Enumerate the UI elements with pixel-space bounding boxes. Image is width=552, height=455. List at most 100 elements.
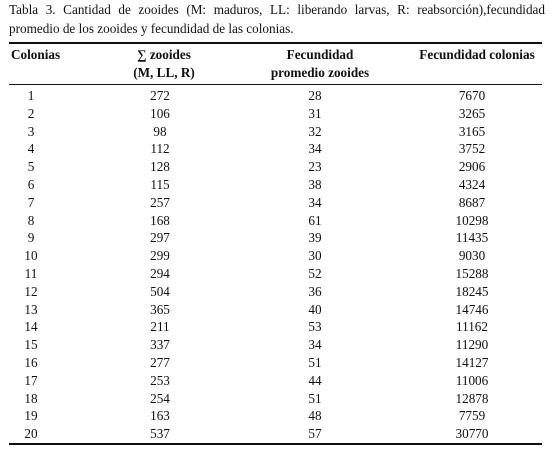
table-row: 1 272 28 7670	[0, 87, 552, 105]
fecundidad-promedio-cell: 40	[308, 301, 322, 317]
zooides-cell: 106	[150, 105, 170, 121]
table-row: 12 504 36 18245	[0, 283, 552, 301]
zooides-cell: 297	[150, 230, 170, 246]
fecundidad-promedio-cell: 28	[308, 88, 322, 103]
colonia-cell: 1	[27, 88, 35, 103]
header-fecundidad-line1: Fecundidad	[286, 47, 354, 62]
fecundidad-colonias-cell: 11435	[455, 230, 489, 246]
colonia-cell: 2	[27, 105, 35, 121]
colonia-cell: 11	[24, 265, 38, 281]
table-row: 13 365 40 14746	[0, 301, 552, 319]
table-row: 7 257 34 8687	[0, 194, 552, 212]
zooides-cell: 163	[150, 408, 170, 424]
fecundidad-colonias-cell: 10298	[455, 212, 489, 228]
header-zooides: ∑ zooides (M, LL, R)	[118, 46, 210, 82]
fecundidad-promedio-cell: 39	[308, 230, 322, 246]
fecundidad-promedio-cell: 34	[308, 194, 322, 210]
table-row: 4 112 34 3752	[0, 140, 552, 158]
fecundidad-promedio-cell: 23	[308, 159, 322, 175]
colonia-cell: 14	[24, 319, 38, 335]
colonia-cell: 13	[24, 301, 38, 317]
header-zooides-line2: (M, LL, R)	[133, 65, 195, 80]
table-row: 19 163 48 7759	[0, 407, 552, 425]
table-row: 10 299 30 9030	[0, 247, 552, 265]
fecundidad-promedio-cell: 61	[308, 212, 322, 228]
header-fecundidad-colonias: Fecundidad colonias	[408, 46, 546, 64]
fecundidad-colonias-cell: 3165	[458, 123, 486, 139]
zooides-cell: 365	[150, 301, 170, 317]
header-colonias: Colonias	[11, 46, 60, 64]
zooides-cell: 272	[150, 88, 170, 103]
fecundidad-promedio-cell: 51	[308, 390, 322, 406]
zooides-cell: 504	[150, 283, 170, 299]
fecundidad-colonias-cell: 3752	[458, 141, 486, 157]
fecundidad-colonias-cell: 30770	[455, 426, 489, 442]
table-row: 2 106 31 3265	[0, 105, 552, 123]
zooides-cell: 537	[150, 426, 170, 442]
fecundidad-colonias-cell: 3265	[458, 105, 486, 121]
fecundidad-promedio-cell: 31	[308, 105, 322, 121]
header-fecundidad-line2: promedio zooides	[270, 65, 370, 80]
colonia-cell: 4	[27, 141, 35, 157]
fecundidad-colonias-cell: 15288	[455, 265, 489, 281]
fecundidad-promedio-cell: 48	[308, 408, 322, 424]
fecundidad-promedio-cell: 53	[308, 319, 322, 335]
zooides-cell: 128	[150, 159, 170, 175]
fecundidad-promedio-cell: 57	[308, 426, 322, 442]
colonia-cell: 5	[27, 159, 35, 175]
fecundidad-colonias-cell: 11162	[456, 319, 488, 335]
fecundidad-colonias-cell: 8687	[458, 194, 486, 210]
colonia-cell: 17	[24, 372, 38, 388]
header-zooides-line1: ∑ zooides	[137, 47, 191, 62]
zooides-cell: 211	[150, 319, 170, 335]
header-fecundidad-colonias-label: Fecundidad colonias	[419, 47, 535, 62]
colonia-cell: 15	[24, 337, 38, 353]
fecundidad-promedio-cell: 32	[308, 123, 322, 139]
table-row: 11 294 52 15288	[0, 265, 552, 283]
zooides-cell: 254	[150, 390, 170, 406]
table-row: 9 297 39 11435	[0, 229, 552, 247]
fecundidad-colonias-cell: 9030	[458, 248, 486, 264]
colonia-cell: 10	[24, 248, 38, 264]
colonia-cell: 12	[24, 283, 38, 299]
colonia-cell: 7	[27, 194, 35, 210]
table-row: 15 337 34 11290	[0, 336, 552, 354]
zooides-cell: 112	[150, 141, 170, 157]
table-header-rule	[9, 84, 542, 85]
header-colonias-label: Colonias	[11, 47, 61, 62]
zooides-cell: 277	[150, 354, 170, 370]
header-fecundidad-promedio: Fecundidad promedio zooides	[256, 46, 384, 82]
fecundidad-colonias-cell: 12878	[455, 390, 489, 406]
table-bottom-rule	[9, 443, 542, 445]
table-caption: Tabla 3. Cantidad de zooides (M: maduros…	[9, 2, 545, 36]
fecundidad-colonias-cell: 2906	[458, 159, 486, 175]
fecundidad-promedio-cell: 38	[308, 176, 322, 192]
colonia-cell: 6	[27, 176, 35, 192]
zooides-cell: 294	[150, 265, 170, 281]
colonia-cell: 8	[27, 212, 35, 228]
table-row: 16 277 51 14127	[0, 354, 552, 372]
zooides-cell: 98	[153, 123, 167, 139]
table-row: 3 98 32 3165	[0, 123, 552, 141]
table-top-rule	[9, 42, 542, 44]
fecundidad-colonias-cell: 7670	[458, 88, 486, 103]
fecundidad-promedio-cell: 51	[308, 354, 322, 370]
colonia-cell: 9	[27, 230, 35, 246]
fecundidad-promedio-cell: 34	[308, 337, 322, 353]
zooides-cell: 253	[150, 372, 170, 388]
table-row: 14 211 53 11162	[0, 318, 552, 336]
colonia-cell: 3	[27, 123, 35, 139]
zooides-cell: 257	[150, 194, 170, 210]
fecundidad-colonias-cell: 11006	[455, 372, 489, 388]
table-row: 6 115 38 4324	[0, 176, 552, 194]
table-row: 18 254 51 12878	[0, 390, 552, 408]
fecundidad-colonias-cell: 18245	[455, 283, 489, 299]
colonia-cell: 18	[24, 390, 38, 406]
table-row: 5 128 23 2906	[0, 158, 552, 176]
zooides-cell: 337	[150, 337, 170, 353]
fecundidad-colonias-cell: 14746	[455, 301, 489, 317]
colonia-cell: 20	[24, 426, 38, 442]
zooides-cell: 168	[150, 212, 170, 228]
fecundidad-promedio-cell: 36	[308, 283, 322, 299]
table-row: 8 168 61 10298	[0, 212, 552, 230]
